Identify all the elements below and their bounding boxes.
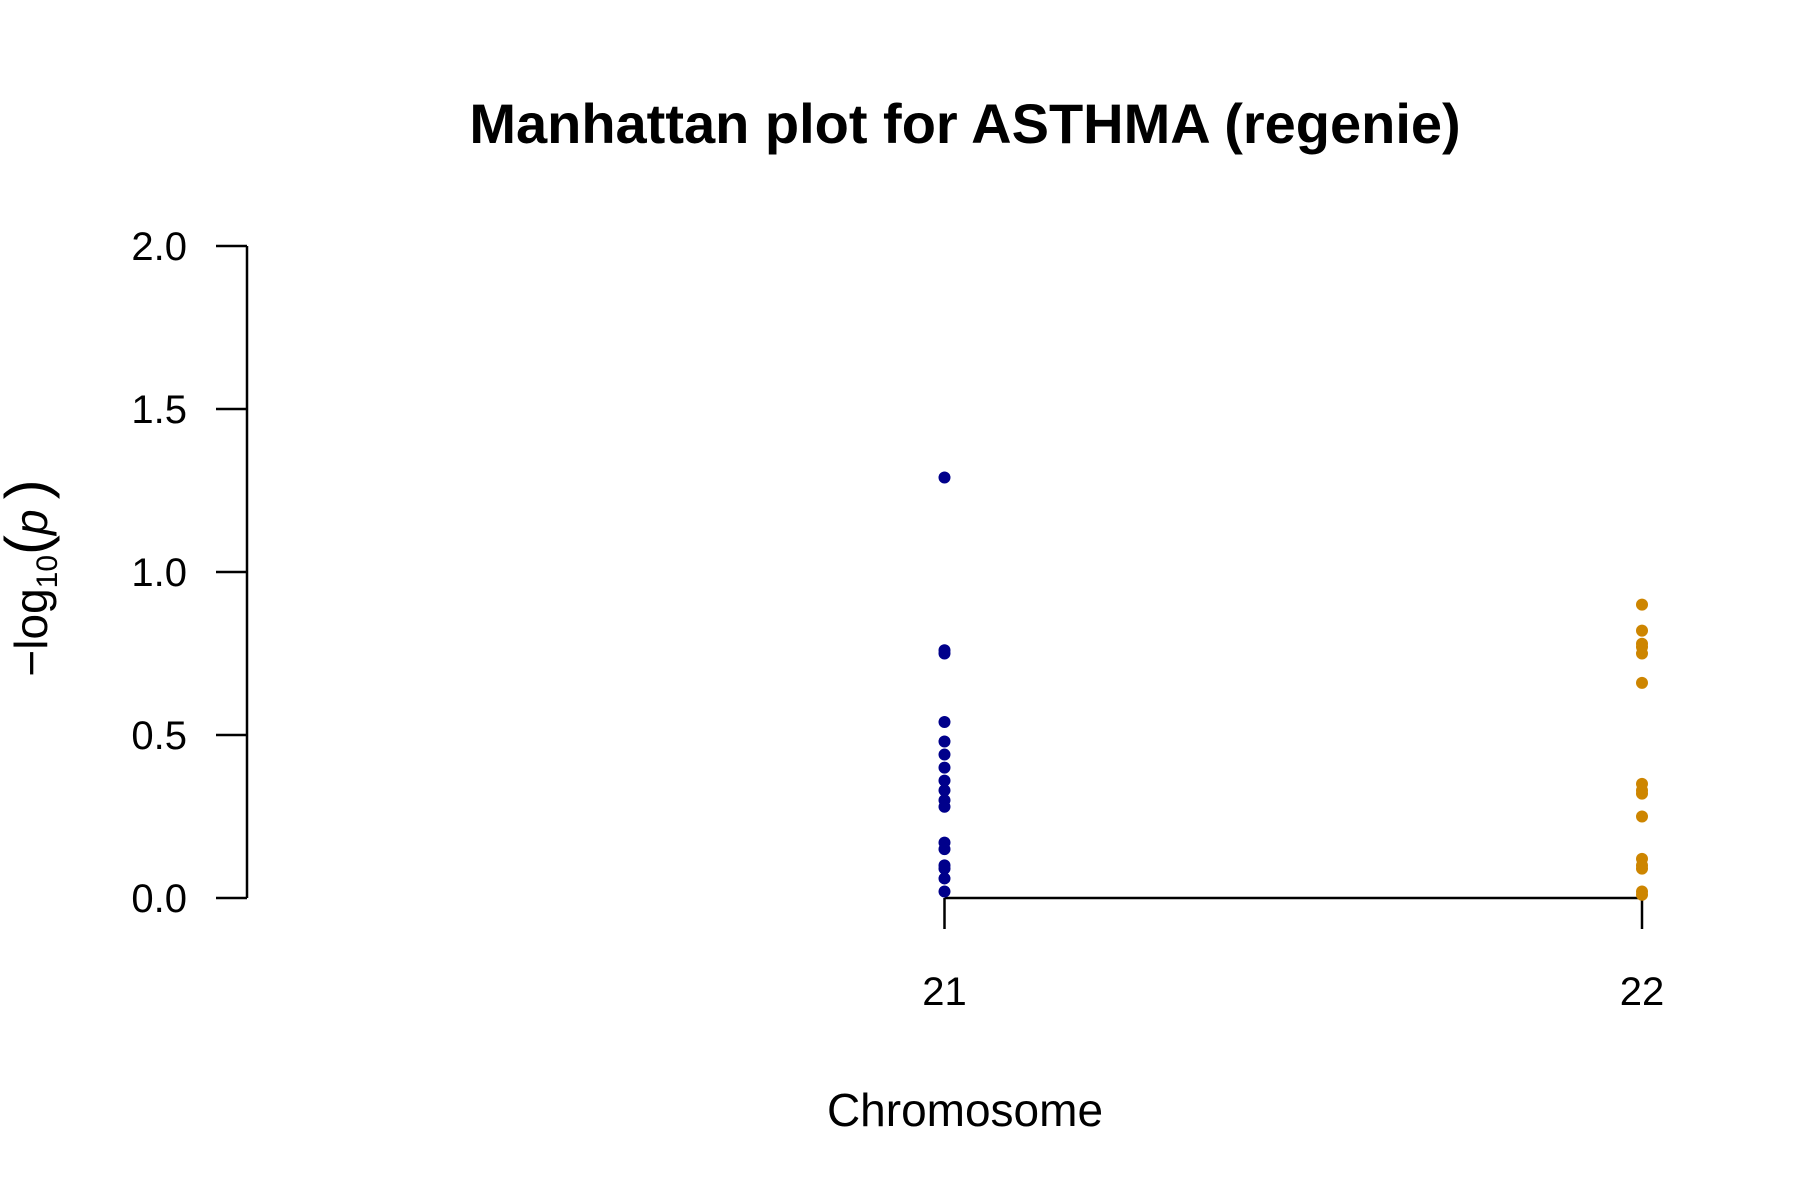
data-points bbox=[938, 471, 1648, 901]
data-point-chr21 bbox=[938, 715, 951, 728]
y-ticks: 0.0 0.5 1.0 1.5 2.0 bbox=[131, 225, 247, 921]
y-tick-label: 0.0 bbox=[131, 877, 187, 921]
y-axis-title-subscript: 10 bbox=[31, 555, 64, 588]
data-point-chr22 bbox=[1636, 862, 1648, 875]
data-point-chr22 bbox=[1636, 598, 1648, 611]
y-axis: 0.0 0.5 1.0 1.5 2.0 bbox=[131, 225, 249, 921]
y-tick-label: 1.5 bbox=[131, 388, 187, 432]
y-axis-title-variable: p bbox=[5, 509, 57, 537]
x-ticks: 21 22 bbox=[922, 898, 1664, 1014]
y-tick-label: 2.0 bbox=[131, 225, 187, 269]
data-point-chr21 bbox=[938, 843, 951, 856]
chart-title: Manhattan plot for ASTHMA (regenie) bbox=[469, 92, 1460, 155]
data-point-chr22 bbox=[1636, 810, 1648, 823]
data-point-chr22 bbox=[1636, 787, 1648, 800]
data-point-chr21 bbox=[938, 761, 951, 774]
data-point-chr22 bbox=[1636, 888, 1648, 901]
data-point-chr21 bbox=[938, 800, 951, 813]
y-axis-title-prefix: −log bbox=[5, 588, 57, 676]
x-axis: 21 22 bbox=[922, 896, 1664, 1014]
data-point-chr21 bbox=[938, 885, 951, 898]
y-tick-label: 0.5 bbox=[131, 714, 187, 758]
x-tick-label: 21 bbox=[922, 970, 967, 1014]
data-point-chr22 bbox=[1636, 647, 1648, 660]
data-point-chr21 bbox=[938, 784, 951, 797]
y-axis-title-close-paren: ) bbox=[0, 479, 60, 499]
x-tick-label: 22 bbox=[1620, 970, 1665, 1014]
data-point-chr21 bbox=[938, 774, 951, 787]
data-point-chr22 bbox=[1636, 624, 1648, 637]
data-point-chr21 bbox=[938, 735, 951, 748]
y-axis-title: −log10(p) bbox=[0, 479, 64, 676]
data-point-chr21 bbox=[938, 647, 951, 660]
x-axis-title: Chromosome bbox=[827, 1084, 1103, 1136]
data-point-chr21 bbox=[938, 748, 951, 761]
data-point-chr21 bbox=[938, 872, 951, 885]
data-point-chr22 bbox=[1636, 676, 1648, 689]
data-point-chr21 bbox=[938, 862, 951, 875]
y-axis-title-open-paren: ( bbox=[0, 535, 60, 555]
y-tick-label: 1.0 bbox=[131, 551, 187, 595]
data-point-chr21 bbox=[938, 471, 951, 484]
